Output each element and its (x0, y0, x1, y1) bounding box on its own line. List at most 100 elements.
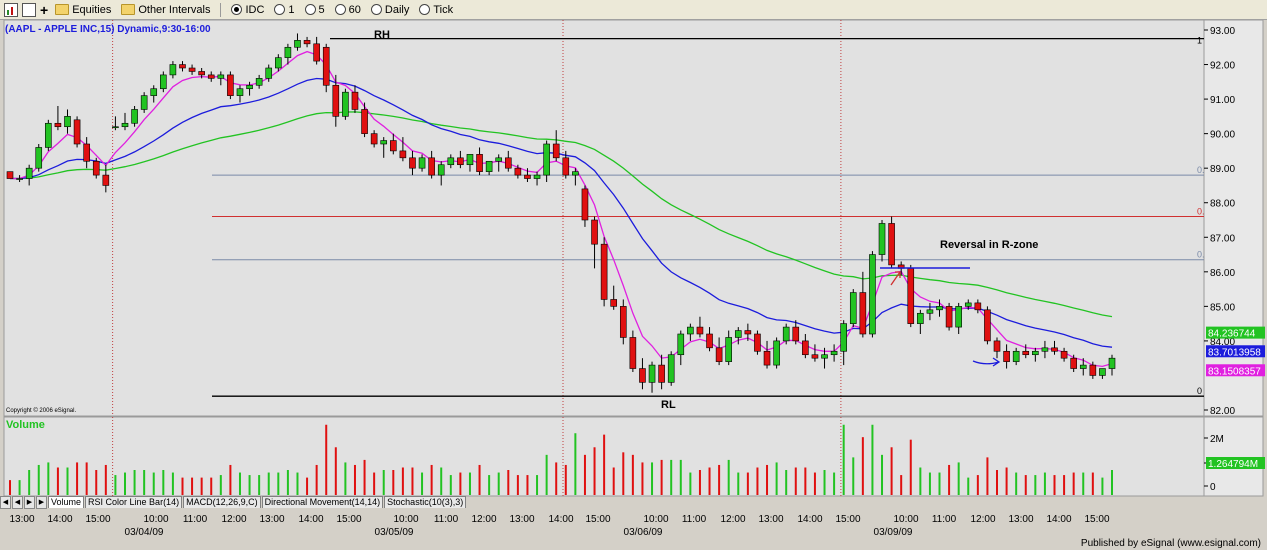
ema-slow-line (10, 111, 1113, 318)
x-tick-label: 13:00 (9, 514, 34, 525)
x-tick-label: 13:00 (1008, 514, 1033, 525)
x-tick-label: 11:00 (682, 514, 707, 525)
radio-icon (370, 4, 382, 15)
y-tick-label: 86.00 (1210, 268, 1235, 279)
candle (246, 84, 253, 90)
price-panel (3, 20, 1205, 417)
scroll-first-icon[interactable]: ◀ (0, 495, 11, 509)
folder-icon (121, 4, 136, 15)
candle (6, 171, 14, 179)
interval-daily[interactable]: Daily (368, 2, 412, 18)
candle (1108, 357, 1116, 369)
candle (734, 330, 742, 338)
interval-1[interactable]: 1 (271, 2, 297, 18)
x-tick-label: 14:00 (797, 514, 822, 525)
candle (447, 157, 455, 166)
candle (399, 150, 407, 159)
candle (1041, 347, 1049, 352)
volume-tag-label: 1.264794M (1208, 459, 1258, 470)
candle (390, 140, 397, 152)
candle (169, 64, 177, 76)
y-tick-label: 89.00 (1210, 164, 1235, 175)
candle (207, 74, 215, 79)
tab-volume[interactable]: Volume (48, 496, 85, 508)
interval-tick[interactable]: Tick (416, 2, 456, 18)
y-tick-label: 93.00 (1210, 26, 1235, 37)
scroll-left-icon[interactable]: ◀ (12, 495, 23, 509)
candle (696, 326, 704, 335)
reversal-label: Reversal in R-zone (940, 239, 1038, 251)
x-tick-label: 10:00 (643, 514, 668, 525)
chart-icon[interactable] (4, 2, 18, 17)
candle (610, 299, 618, 307)
fib-label: 0. (1197, 207, 1205, 217)
candle (351, 91, 359, 110)
candle (993, 340, 1001, 352)
volume-axis-panel (1203, 416, 1264, 497)
x-tick-label: 11:00 (183, 514, 208, 525)
tab-rsi[interactable]: RSI Color Line Bar(14) (85, 496, 183, 508)
interval-60[interactable]: 60 (332, 2, 364, 18)
candle (83, 143, 90, 162)
candle (303, 40, 311, 45)
candle (687, 326, 694, 335)
y-tick-label: 88.00 (1210, 199, 1235, 210)
candle (859, 292, 867, 335)
tab-macd[interactable]: MACD(12,26,9,C) (183, 496, 261, 508)
scroll-right-icon[interactable]: ▶ (24, 495, 35, 509)
x-tick-label: 13:00 (509, 514, 534, 525)
candle (255, 78, 263, 86)
interval-5[interactable]: 5 (302, 2, 328, 18)
radio-icon (231, 4, 243, 15)
publisher-footer: Published by eSignal (www.esignal.com) (1080, 538, 1261, 549)
tab-stochastic[interactable]: Stochastic(10(3),3) (384, 496, 467, 508)
candle (888, 223, 895, 266)
candle (1051, 347, 1058, 352)
candle (936, 306, 943, 311)
candle (552, 143, 560, 159)
volume-tick-label: 0 (1210, 482, 1216, 493)
fib-label: 1 (1197, 36, 1202, 46)
candle (92, 160, 100, 176)
equities-button[interactable]: Equities (52, 2, 114, 18)
toolbar-separator (220, 2, 222, 17)
candle (869, 254, 876, 335)
other-intervals-button[interactable]: Other Intervals (118, 2, 213, 18)
interval-label: 1 (288, 3, 295, 16)
candle (984, 309, 991, 342)
x-tick-label: 13:00 (259, 514, 284, 525)
settings-icon[interactable] (22, 2, 36, 17)
candle (112, 126, 119, 129)
candle (811, 354, 819, 359)
candle (418, 157, 426, 169)
interval-idc[interactable]: IDC (228, 2, 267, 18)
candle (917, 312, 924, 324)
candle (648, 364, 656, 383)
candle (581, 188, 589, 221)
add-icon[interactable]: + (40, 1, 49, 18)
candle (504, 157, 512, 169)
tab-directional-movement[interactable]: Directional Movement(14,14) (261, 496, 384, 508)
candle (600, 243, 608, 300)
candle (1003, 350, 1010, 362)
scroll-last-icon[interactable]: ▶ (36, 495, 47, 509)
candle (227, 74, 234, 96)
interval-label: IDC (245, 3, 265, 16)
price-chart[interactable]: 93.00 92.00 91.00 90.00 89.00 88.00 87.00 86.00… (0, 20, 1267, 550)
x-tick-label: 15:00 (835, 514, 860, 525)
candle (64, 116, 71, 128)
candle (543, 143, 550, 176)
x-tick-label: 15:00 (336, 514, 361, 525)
x-tick-label: 10:00 (893, 514, 918, 525)
candle (926, 309, 934, 314)
candle (974, 302, 982, 311)
candle (677, 333, 685, 356)
fib-label: 0. (1197, 250, 1205, 260)
interval-label: Daily (384, 3, 410, 16)
candle (629, 337, 637, 369)
candle (1070, 357, 1077, 369)
candle (437, 164, 445, 176)
date-label: 03/04/09 (125, 527, 164, 538)
fib-label: 0. (1197, 165, 1205, 175)
candle (514, 167, 522, 176)
